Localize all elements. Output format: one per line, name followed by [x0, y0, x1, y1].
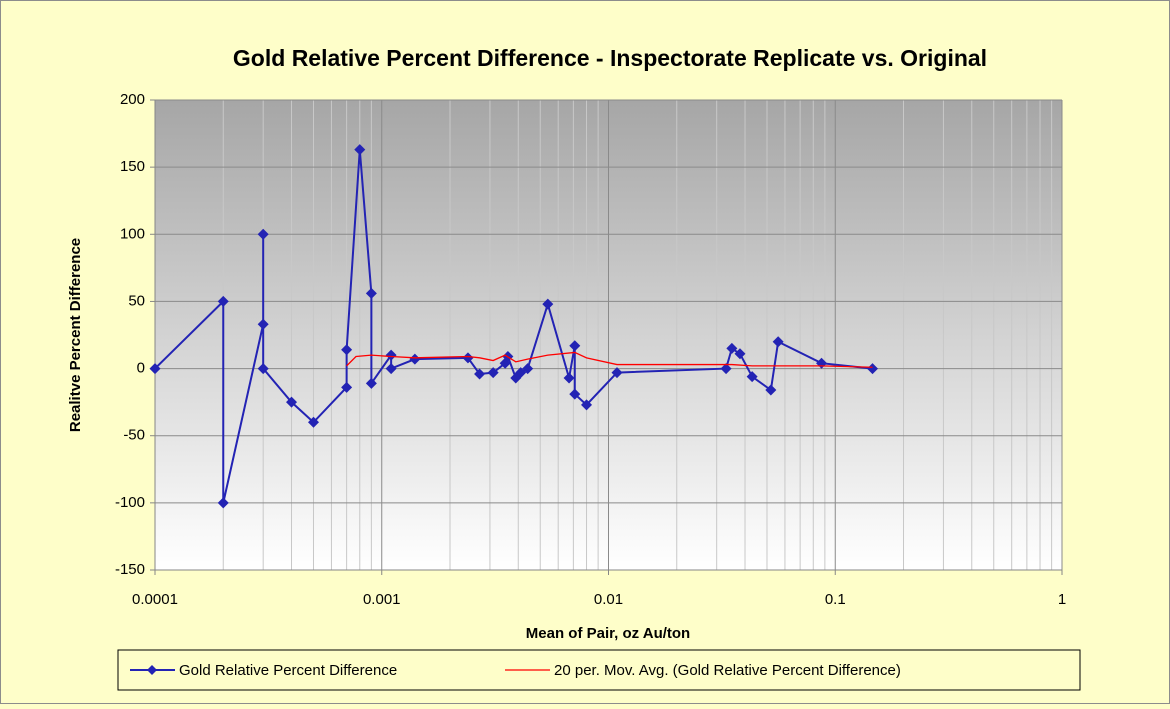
data-point	[257, 228, 269, 240]
legend	[117, 649, 1081, 691]
y-tick-label: 150	[120, 158, 145, 175]
data-point	[354, 144, 366, 156]
x-tick-label: 0.1	[825, 591, 846, 608]
x-tick-label: 0.01	[594, 591, 623, 608]
data-point	[341, 344, 353, 356]
legend-marker	[147, 665, 157, 675]
legend-label: 20 per. Mov. Avg. (Gold Relative Percent…	[554, 662, 901, 679]
legend-label: Gold Relative Percent Difference	[179, 662, 397, 679]
data-point	[487, 367, 499, 379]
data-point	[217, 295, 229, 307]
data-point	[385, 349, 397, 361]
chart-title: Gold Relative Percent Difference - Inspe…	[233, 45, 987, 71]
y-tick-label: -150	[115, 561, 145, 578]
y-tick-label: -100	[115, 494, 145, 511]
data-point	[542, 298, 554, 310]
data-point	[462, 352, 474, 364]
data-point	[217, 497, 229, 509]
x-tick-label: 0.0001	[132, 591, 178, 608]
data-point	[765, 384, 777, 396]
y-tick-label: 50	[128, 292, 145, 309]
data-point	[581, 399, 593, 411]
x-axis-label: Mean of Pair, oz Au/ton	[526, 625, 690, 642]
data-point	[720, 363, 732, 375]
data-point	[365, 287, 377, 299]
data-point	[569, 388, 581, 400]
data-point	[772, 336, 784, 348]
y-tick-label: 100	[120, 225, 145, 242]
x-tick-label: 1	[1058, 591, 1066, 608]
data-point	[286, 396, 298, 408]
series-line	[346, 351, 873, 368]
data-point	[149, 363, 161, 375]
data-point	[257, 363, 269, 375]
data-point	[257, 318, 269, 330]
data-point	[522, 363, 534, 375]
data-point	[341, 381, 353, 393]
x-tick-label: 0.001	[363, 591, 401, 608]
data-point	[867, 363, 879, 375]
data-point	[365, 377, 377, 389]
y-tick-label: 0	[137, 360, 145, 377]
data-point	[569, 340, 581, 352]
data-point	[409, 353, 421, 365]
y-tick-label: -50	[123, 427, 145, 444]
data-point	[726, 342, 738, 354]
y-axis-label: Realitve Percent Difference	[67, 238, 84, 432]
data-point	[734, 348, 746, 360]
data-point	[563, 372, 575, 384]
data-point	[474, 368, 486, 380]
data-point	[307, 416, 319, 428]
data-point	[385, 363, 397, 375]
y-tick-label: 200	[120, 91, 145, 108]
data-point	[746, 371, 758, 383]
marks	[149, 144, 879, 509]
data-point	[611, 367, 623, 379]
